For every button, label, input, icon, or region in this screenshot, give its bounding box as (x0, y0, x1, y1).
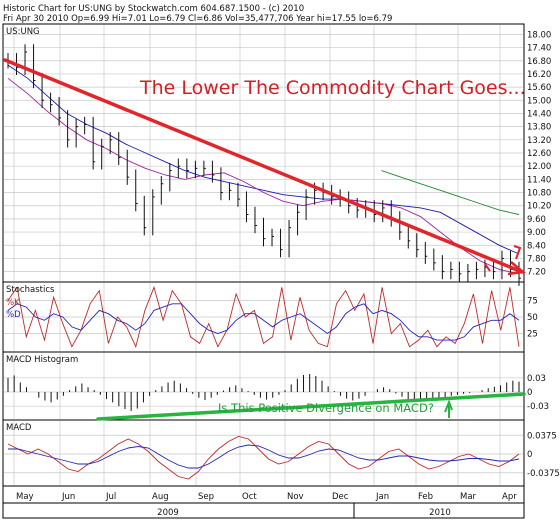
price-tick-label: 7.80 (527, 254, 546, 264)
price-tick-label: 10.80 (527, 189, 551, 199)
macd-tick-label: 0.0375 (527, 431, 557, 441)
date-axis-frame (2, 485, 525, 519)
macd-tick-label: 0 (527, 450, 532, 460)
histogram-tick-label: -0.03 (527, 402, 549, 412)
stochastics-line-d (7, 303, 520, 341)
macd-tick-label: -0.0375 (527, 469, 560, 479)
stochastics-legend-d: %D (6, 310, 21, 320)
macd-histogram-panel-title: MACD Histogram (6, 355, 78, 365)
macd-panel-frame (2, 419, 525, 487)
stochastics-tick-label: 25 (527, 330, 538, 340)
price-tick-label: 12.60 (527, 149, 551, 159)
price-tick-label: 18.00 (527, 30, 551, 40)
month-label: Apr (502, 492, 517, 502)
histogram-tick-label: 0.03 (527, 374, 546, 384)
stochastics-lines (7, 285, 520, 349)
histogram-tick-label: 0 (527, 388, 532, 398)
stochastics-tick-label: 75 (527, 297, 538, 307)
macd-histogram-bars (7, 374, 520, 411)
downtrend-arrow-head (507, 261, 526, 276)
price-tick-label: 13.80 (527, 123, 551, 133)
month-label: Dec (332, 492, 349, 502)
month-label: Aug (152, 492, 169, 502)
price-tick-label: 7.20 (527, 268, 546, 278)
price-tick-label: 16.80 (527, 57, 551, 67)
macd-lines (7, 436, 520, 480)
axis-tick-labels: 18.00 17.40 16.80 16.20 15.60 15.00 14.40 13.80… (527, 30, 560, 478)
year-label-2009: 2009 (157, 508, 179, 518)
price-tick-label: 11.40 (527, 175, 551, 185)
price-tick-label: 15.00 (527, 96, 551, 106)
macd-line-1 (7, 436, 520, 480)
month-label: Mar (460, 492, 477, 502)
price-bars (7, 44, 521, 286)
price-panel-title: US:UNG (6, 27, 40, 37)
month-label: Oct (242, 492, 257, 502)
price-low-marker (484, 245, 522, 272)
price-tick-label: 8.40 (527, 241, 546, 251)
stochastics-tick-label: 50 (527, 313, 538, 323)
month-label: Feb (418, 492, 433, 502)
stochastics-legend-k: %K (6, 298, 20, 308)
month-label: Jun (61, 492, 75, 502)
year-label-2010: 2010 (429, 508, 451, 518)
price-tick-label: 15.60 (527, 83, 551, 93)
month-label: May (16, 492, 34, 502)
month-label: Jul (105, 492, 116, 502)
date-axis: May Jun Jul Aug Sep Oct Nov Dec Jan Feb Mar Apr (3, 492, 524, 504)
moving-average-line-3 (381, 170, 520, 215)
price-tick-label: 16.20 (527, 70, 551, 80)
price-tick-label: 14.40 (527, 109, 551, 119)
price-tick-label: 10.20 (527, 202, 551, 212)
price-tick-label: 9.60 (527, 215, 546, 225)
header-line-1: Historic Chart for US:UNG by Stockwatch.… (3, 4, 304, 14)
macd-line-2 (8, 444, 520, 469)
month-label: Sep (198, 492, 214, 502)
price-tick-label: 12.00 (527, 162, 551, 172)
macd-panel-title: MACD (6, 423, 32, 433)
month-label: Nov (287, 492, 304, 502)
commodity-annotation: The Lower The Commodity Chart Goes... (139, 77, 526, 99)
divergence-annotation: Is This Positive Divergence on MACD? (218, 401, 434, 415)
header-line-2: Fri Apr 30 2010 Op=6.99 Hi=7.01 Lo=6.79 … (3, 14, 392, 24)
price-tick-label: 17.40 (527, 44, 551, 54)
downtrend-line (3, 58, 524, 274)
stochastics-panel-title: Stochastics (6, 285, 55, 295)
divergence-line (96, 392, 526, 421)
month-label: Jan (375, 492, 389, 502)
stochastics-line-k (7, 285, 520, 349)
price-tick-label: 13.20 (527, 136, 551, 146)
macd-histogram-panel-frame (2, 351, 525, 421)
divergence-arrow (444, 399, 453, 418)
price-tick-label: 9.00 (527, 228, 546, 238)
